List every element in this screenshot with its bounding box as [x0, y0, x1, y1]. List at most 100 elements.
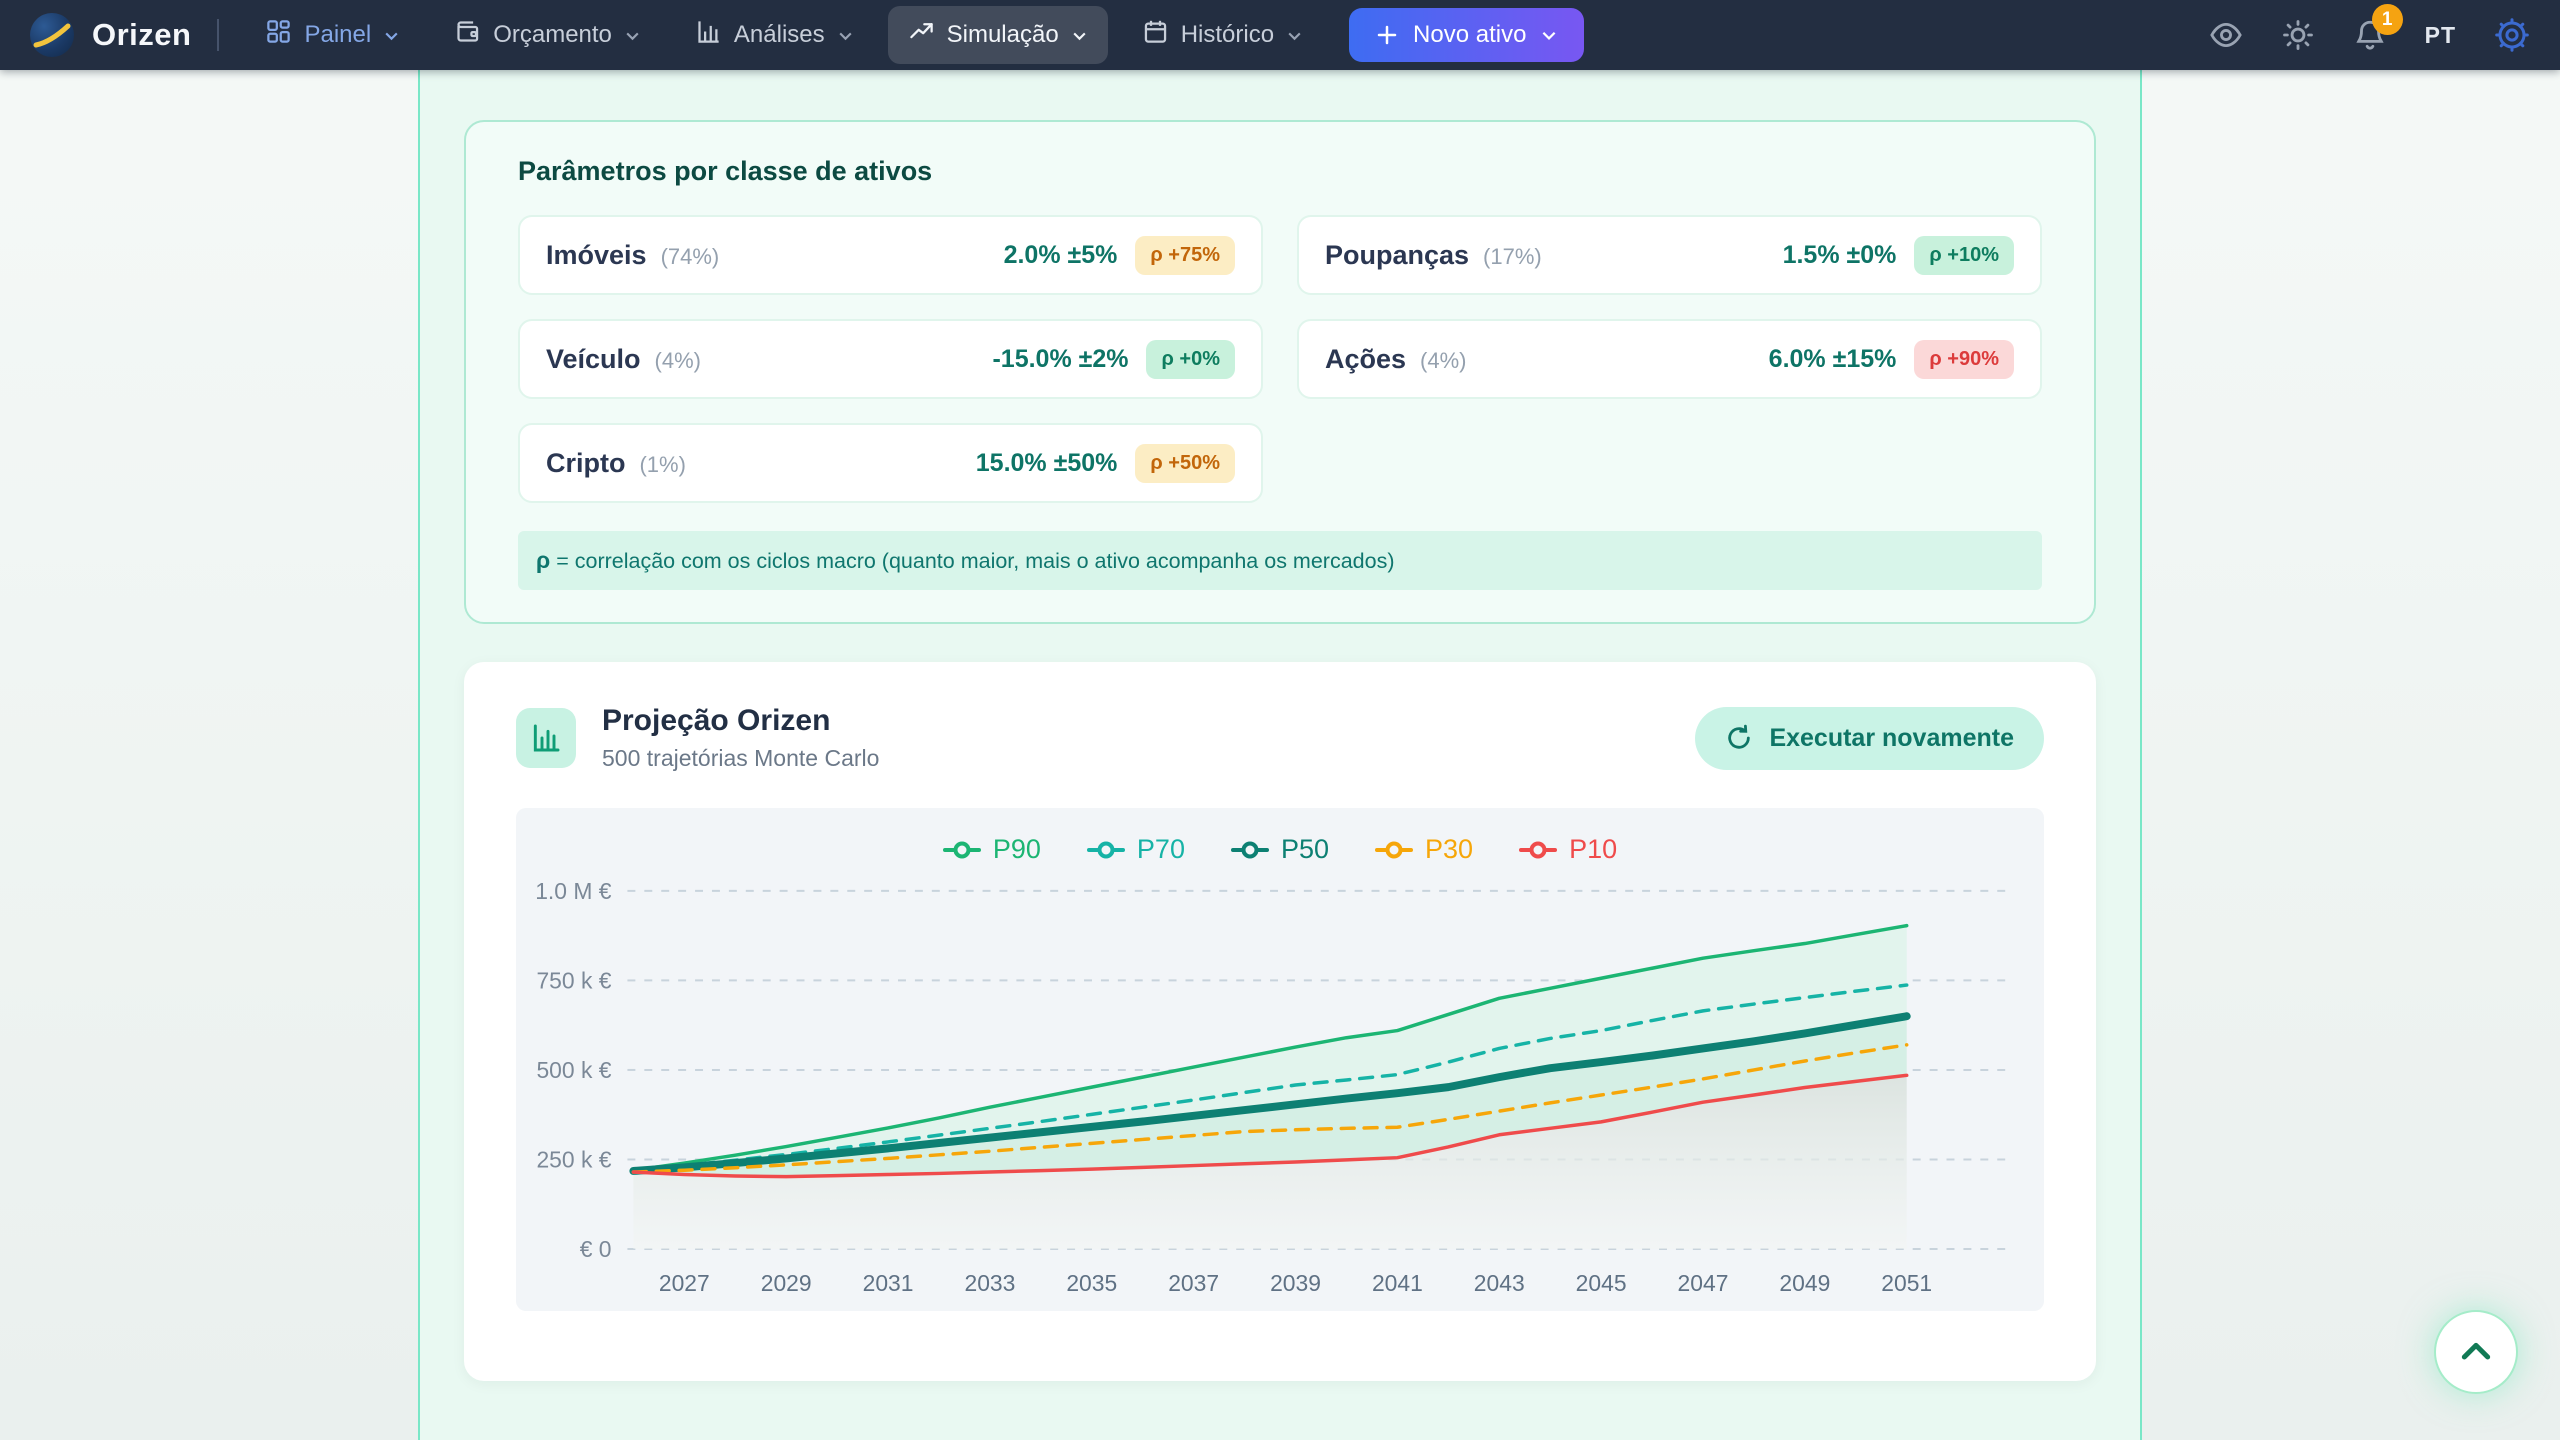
svg-text:2033: 2033 [964, 1270, 1015, 1296]
svg-text:2041: 2041 [1372, 1270, 1423, 1296]
asset-rho-badge: ρ +75% [1135, 235, 1235, 275]
asset-rho-badge: ρ +90% [1914, 339, 2014, 379]
asset-return: 6.0% ±15% [1768, 344, 1897, 373]
asset-name: Poupanças [1325, 239, 1470, 270]
brand-name: Orizen [92, 17, 192, 52]
legend-item[interactable]: P30 [1375, 834, 1473, 865]
nav-item-orcamento[interactable]: Orçamento [434, 6, 661, 64]
projection-header: Projeção Orizen 500 trajetórias Monte Ca… [516, 704, 2044, 772]
theme-toggle-button[interactable] [2281, 18, 2315, 52]
nav-label: Painel [304, 21, 372, 48]
projection-titles: Projeção Orizen 500 trajetórias Monte Ca… [602, 704, 879, 772]
asset-name: Cripto [546, 447, 626, 478]
chart-legend: P90 P70 P50 P30 P10 [516, 834, 2044, 865]
svg-text:2047: 2047 [1678, 1270, 1729, 1296]
legend-label: P50 [1280, 834, 1330, 864]
gear-icon [2495, 18, 2529, 52]
nav-item-simulacao[interactable]: Simulação [887, 6, 1108, 64]
nav-label: Orçamento [493, 21, 612, 48]
legend-item[interactable]: P90 [942, 834, 1041, 865]
orizen-logo-icon [30, 13, 74, 57]
brand: Orizen [30, 13, 191, 57]
asset-weight: (1%) [639, 451, 686, 477]
svg-text:2045: 2045 [1576, 1270, 1627, 1296]
svg-text:250 k €: 250 k € [536, 1146, 611, 1172]
asset-values: 1.5% ±0% ρ +10% [1782, 235, 2014, 275]
scroll-to-top-button[interactable] [2434, 1310, 2518, 1394]
asset-rho-badge: ρ +10% [1914, 235, 2014, 275]
chevron-up-icon [2461, 1342, 2491, 1360]
projection-chart-icon [516, 708, 576, 768]
wallet-icon [454, 18, 481, 52]
asset-values: 15.0% ±50% ρ +50% [975, 443, 1235, 483]
new-asset-button[interactable]: Novo ativo [1349, 8, 1585, 62]
refresh-icon [1728, 724, 1751, 749]
asset-values: 2.0% ±5% ρ +75% [1004, 235, 1235, 275]
asset-values: 6.0% ±15% ρ +90% [1768, 339, 2014, 379]
legend-item[interactable]: P50 [1230, 834, 1330, 865]
main-nav: Painel Orçamento Análises Simulação [245, 6, 1323, 64]
asset-identity: Veículo (4%) [546, 344, 701, 375]
plus-icon [1377, 25, 1397, 45]
svg-text:2049: 2049 [1779, 1270, 1830, 1296]
notification-badge: 1 [2371, 4, 2403, 35]
svg-text:2039: 2039 [1270, 1270, 1321, 1296]
svg-text:2031: 2031 [863, 1270, 914, 1296]
legend-marker-icon [1086, 847, 1125, 852]
chevron-down-icon [839, 32, 852, 40]
asset-name: Imóveis [546, 239, 647, 270]
asset-weight: (4%) [1420, 347, 1467, 373]
privacy-eye-button[interactable] [2209, 18, 2243, 52]
svg-text:2043: 2043 [1474, 1270, 1525, 1296]
legend-item[interactable]: P70 [1086, 834, 1185, 865]
language-button[interactable]: PT [2424, 21, 2456, 48]
asset-return: 1.5% ±0% [1782, 240, 1897, 269]
legend-label: P70 [1136, 834, 1185, 864]
projection-title: Projeção Orizen [602, 704, 831, 737]
top-navbar: Orizen Painel Orçamento Análises [0, 0, 2560, 70]
asset-card[interactable]: Ações (4%) 6.0% ±15% ρ +90% [1297, 319, 2042, 399]
asset-return: 15.0% ±50% [975, 448, 1118, 477]
svg-text:500 k €: 500 k € [536, 1057, 611, 1083]
rho-footnote: ρ = correlação com os ciclos macro (quan… [518, 531, 2042, 590]
legend-marker-icon [1375, 847, 1414, 852]
asset-rho-badge: ρ +50% [1135, 443, 1235, 483]
chevron-down-icon [626, 32, 639, 40]
run-again-button[interactable]: Executar novamente [1695, 706, 2044, 770]
legend-item[interactable]: P10 [1519, 834, 1617, 865]
nav-item-analises[interactable]: Análises [675, 6, 874, 64]
asset-rho-badge: ρ +0% [1146, 339, 1235, 379]
trend-up-icon [908, 18, 935, 52]
asset-return: -15.0% ±2% [992, 344, 1129, 373]
monte-carlo-chart: P90 P70 P50 P30 P10 € 0 250 k €500 k €75 [516, 808, 2044, 1311]
asset-identity: Imóveis (74%) [546, 240, 719, 271]
projection-chart-svg: € 0 250 k € 500 k € 750 k € 1.0 M € 2027 2029 2… [535, 878, 2014, 1296]
asset-identity: Cripto (1%) [546, 448, 686, 479]
asset-identity: Ações (4%) [1325, 344, 1467, 375]
asset-weight: (4%) [654, 347, 701, 373]
nav-item-painel[interactable]: Painel [245, 6, 420, 64]
projection-subtitle: 500 trajetórias Monte Carlo [602, 745, 880, 771]
legend-label: P10 [1569, 834, 1618, 864]
asset-card[interactable]: Cripto (1%) 15.0% ±50% ρ +50% [518, 423, 1263, 503]
asset-card[interactable]: Veículo (4%) -15.0% ±2% ρ +0% [518, 319, 1263, 399]
rho-symbol: ρ [536, 547, 551, 573]
main-content: Parâmetros por classe de ativos Imóveis … [418, 70, 2142, 1440]
svg-text:2035: 2035 [1066, 1270, 1117, 1296]
svg-text:2037: 2037 [1168, 1270, 1219, 1296]
settings-button[interactable] [2494, 17, 2530, 53]
asset-name: Veículo [546, 343, 641, 374]
asset-card[interactable]: Imóveis (74%) 2.0% ±5% ρ +75% [518, 215, 1263, 295]
svg-text:2051: 2051 [1881, 1270, 1932, 1296]
asset-card[interactable]: Poupanças (17%) 1.5% ±0% ρ +10% [1297, 215, 2042, 295]
legend-marker-icon [1519, 847, 1558, 852]
legend-label: P90 [992, 834, 1041, 864]
new-asset-label: Novo ativo [1413, 21, 1527, 48]
notifications-button[interactable]: 1 [2353, 4, 2403, 52]
nav-label: Histórico [1180, 21, 1275, 48]
asset-weight: (74%) [660, 243, 720, 269]
bar-chart-icon [695, 18, 722, 52]
rho-footnote-text: = correlação com os ciclos macro (quanto… [550, 549, 1395, 573]
nav-item-historico[interactable]: Histórico [1122, 6, 1323, 64]
chevron-down-icon [1288, 32, 1301, 40]
